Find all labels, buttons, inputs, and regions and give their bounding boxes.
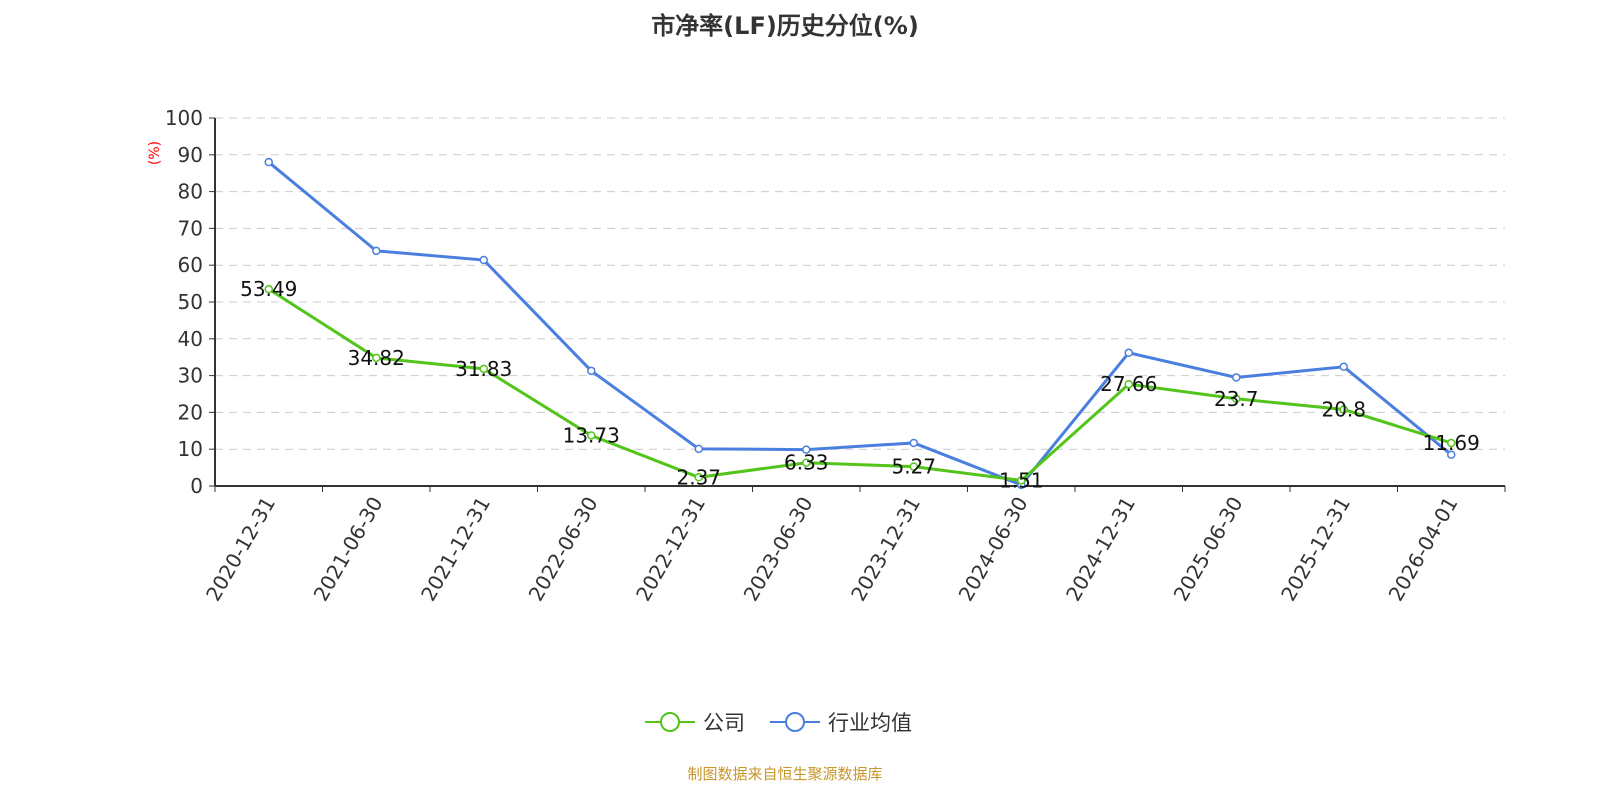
series-line-1 — [267, 161, 1453, 487]
x-tick-label: 2021-12-31 — [416, 493, 495, 606]
data-point — [802, 458, 811, 467]
data-label: 34.82 — [348, 346, 405, 370]
data-point — [479, 255, 488, 265]
y-tick-label: 10 — [178, 437, 203, 461]
y-tick-label: 90 — [178, 143, 203, 167]
data-point — [587, 366, 596, 376]
data-label: 5.27 — [891, 455, 936, 479]
series-line-0 — [267, 287, 1452, 483]
y-tick-label: 40 — [178, 327, 203, 351]
data-label: 31.83 — [455, 357, 512, 381]
data-point — [1447, 438, 1456, 448]
data-label: 53.49 — [240, 277, 297, 301]
x-tick-label: 2022-12-31 — [631, 493, 710, 606]
x-tick-label: 2021-06-30 — [309, 493, 388, 606]
data-point — [264, 157, 273, 167]
y-tick-label: 30 — [178, 364, 203, 388]
x-tick-label: 2023-06-30 — [739, 493, 818, 606]
data-label: 1.51 — [999, 468, 1044, 492]
data-point — [479, 364, 488, 374]
y-tick-label: 80 — [178, 180, 203, 204]
data-point — [909, 438, 918, 448]
x-tick-label: 2020-12-31 — [201, 493, 280, 606]
data-point — [587, 431, 596, 440]
data-point — [1232, 394, 1241, 404]
legend-label: 行业均值 — [828, 711, 912, 735]
data-label: 23.7 — [1214, 387, 1259, 411]
data-label: 27.66 — [1100, 372, 1157, 396]
y-tick-label: 20 — [178, 400, 203, 424]
data-point — [694, 473, 703, 482]
y-tick-label: 50 — [178, 290, 203, 314]
data-point — [264, 284, 273, 294]
data-point — [1339, 405, 1348, 414]
data-point — [1124, 379, 1133, 389]
x-tick-label: 2026-04-01 — [1384, 493, 1463, 606]
x-tick-label: 2023-12-31 — [846, 493, 925, 606]
data-point — [372, 353, 381, 363]
data-point — [909, 462, 918, 471]
data-label: 11.69 — [1423, 431, 1480, 455]
legend-marker — [660, 712, 680, 732]
data-point — [694, 444, 703, 454]
data-label: 20.8 — [1321, 397, 1366, 421]
data-point — [1017, 476, 1026, 485]
source-note: 制图数据来自恒生聚源数据库 — [687, 765, 883, 783]
x-tick-label: 2025-06-30 — [1169, 493, 1248, 606]
x-tick-label: 2024-06-30 — [954, 493, 1033, 606]
data-point — [1447, 450, 1456, 459]
data-label: 2.37 — [676, 465, 721, 489]
x-tick-label: 2024-12-31 — [1061, 493, 1140, 606]
y-tick-label: 60 — [178, 253, 203, 277]
data-point — [1339, 362, 1348, 372]
data-label: 13.73 — [563, 423, 620, 447]
data-point — [802, 445, 811, 454]
data-point — [372, 246, 381, 256]
y-tick-label: 0 — [190, 474, 203, 498]
data-point — [1124, 348, 1133, 358]
data-point — [1232, 373, 1241, 382]
chart-title: 市净率(LF)历史分位(%) — [651, 12, 919, 40]
x-tick-label: 2022-06-30 — [524, 493, 603, 606]
data-label: 6.33 — [784, 451, 829, 475]
y-tick-label: 70 — [178, 216, 203, 240]
y-axis-label: (%) — [147, 141, 163, 165]
legend-label: 公司 — [703, 711, 745, 735]
legend-marker — [785, 712, 805, 732]
x-tick-label: 2025-12-31 — [1276, 493, 1355, 606]
y-tick-label: 100 — [165, 106, 203, 130]
